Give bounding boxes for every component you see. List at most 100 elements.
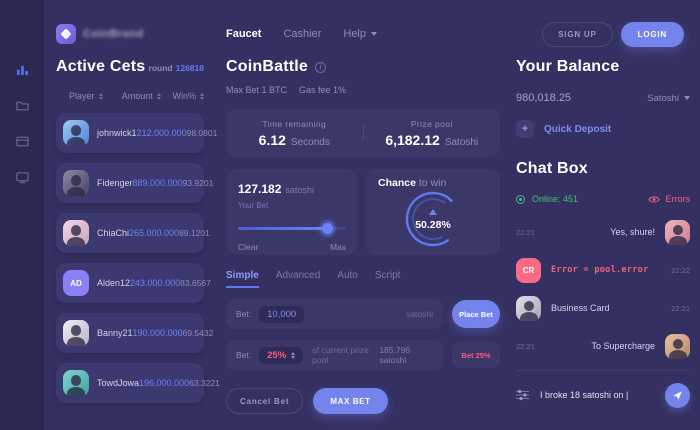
amount-column-label: Amount: [121, 91, 153, 101]
message-time: 22:21: [516, 341, 535, 351]
login-button[interactable]: LOGIN: [620, 21, 684, 47]
nav-help[interactable]: Help: [343, 28, 377, 40]
sign-up-button[interactable]: SIGN UP: [542, 21, 613, 47]
bet-label: Bet:: [236, 350, 252, 360]
nav-cashier[interactable]: Cashier: [283, 28, 322, 40]
online-dot-icon: [516, 194, 525, 204]
rail-item-files[interactable]: [0, 92, 44, 118]
prize-pool-label: Prize pool: [410, 118, 453, 129]
player-name: johnwick1: [97, 128, 137, 138]
chance-label: Chance to win: [378, 177, 488, 189]
player-avatar: [63, 320, 89, 346]
chat-message-input[interactable]: [540, 390, 665, 400]
online-count: Online: 451: [532, 194, 579, 204]
player-row[interactable]: Banny21 190.000.000 69.5432: [56, 313, 213, 353]
player-column-label: Player: [69, 91, 95, 101]
cancel-bet-button[interactable]: Cancel Bet: [226, 388, 304, 414]
player-avatar: [63, 370, 89, 396]
bar-chart-icon: [16, 65, 28, 75]
active-bets-panel: Active Cets round 126818 Player Amount Wi…: [56, 58, 220, 413]
bet-amount-unit: satoshi: [406, 309, 433, 319]
player-amount: 265.000.000: [129, 228, 180, 238]
topbar: CoinBrand Faucet Cashier Help SIGN UP LO…: [56, 16, 684, 52]
main-nav: Faucet Cashier Help: [226, 28, 377, 40]
slider-clear-button[interactable]: Clear: [238, 242, 259, 252]
message-text: Yes, shure!: [610, 227, 655, 237]
chat-message: CR Error = pool.error 22:22: [516, 256, 690, 284]
bet-25-button[interactable]: Bet 25%: [452, 342, 500, 368]
player-amount: 212.000.000: [136, 128, 187, 138]
your-bet-value: 127.182: [238, 182, 282, 196]
bet-amount-input[interactable]: 10,000: [259, 305, 305, 323]
player-win: 83.6567: [180, 278, 211, 288]
coinbattle-title: CoinBattle: [226, 58, 308, 75]
nav-help-label: Help: [343, 28, 366, 40]
your-bet-unit: satoshi: [285, 185, 314, 195]
sort-player-header[interactable]: Player: [69, 91, 103, 101]
message-text: To Supercharge: [591, 341, 655, 351]
player-row[interactable]: Fidenger 889.000.000 93.9201: [56, 163, 213, 203]
quick-deposit-button[interactable]: Quick Deposit: [516, 120, 690, 138]
player-win: 89.1201: [179, 228, 210, 238]
bet-label: Bet:: [236, 309, 252, 319]
chance-label-rest: to win: [418, 177, 447, 189]
chat-avatar: [665, 219, 690, 245]
stats-divider: [362, 125, 364, 141]
place-bet-button[interactable]: Place Bet: [452, 300, 500, 328]
player-row[interactable]: AD Alden12 243.000.000 83.6567: [56, 263, 211, 303]
chat-message: 22:21 Yes, shure!: [516, 218, 690, 246]
bet-percent-amount: 185.796 satoshi: [379, 345, 411, 365]
app-logo[interactable]: CoinBrand: [56, 24, 224, 44]
player-amount: 190.000.000: [132, 328, 183, 338]
player-row[interactable]: ChiaChi 265.000.000 89.1201: [56, 213, 210, 253]
rail-item-browser[interactable]: [0, 128, 44, 154]
message-text: Error = pool.error: [551, 265, 649, 275]
player-amount: 243.000.000: [130, 278, 181, 288]
currency-select[interactable]: Satoshi: [647, 93, 690, 104]
chat-messages: 22:21 Yes, shure! CR Error = pool.error …: [516, 218, 690, 360]
round-stats-card: Time remaining 6.12 Seconds Prize pool 6,…: [226, 109, 500, 157]
send-button[interactable]: [665, 382, 690, 408]
player-name: Alden12: [97, 278, 131, 288]
message-time: 22:22: [671, 265, 690, 275]
player-row[interactable]: TowdJowa 196.000.000 63.3221: [56, 363, 220, 403]
bet-amount-row: Bet: 10,000 satoshi: [226, 299, 443, 329]
tab-auto[interactable]: Auto: [337, 270, 358, 281]
player-name: TowdJowa: [97, 378, 140, 388]
tab-simple[interactable]: Simple: [226, 270, 259, 288]
your-bet-card: 127.182 satoshi Your Bet Clear Max: [226, 169, 358, 255]
slider-max-button[interactable]: Max: [329, 242, 346, 252]
nav-faucet[interactable]: Faucet: [226, 28, 262, 40]
balance-title: Your Balance: [516, 58, 620, 75]
max-bet-button[interactable]: MAX BET: [313, 388, 388, 414]
quick-deposit-label: Quick Deposit: [544, 123, 612, 135]
bet-percent-input[interactable]: 25%: [259, 346, 304, 364]
player-amount: 889.000.000: [132, 178, 183, 188]
online-status: Online: 451: [516, 194, 578, 204]
round-label: round: [148, 63, 173, 73]
gauge-arcs: [405, 191, 461, 247]
player-win: 98.0801: [186, 128, 218, 138]
info-icon[interactable]: [315, 61, 326, 73]
chat-avatar: [516, 295, 541, 321]
player-row[interactable]: johnwick1 212.000.000 98.0801: [56, 113, 217, 153]
auth-buttons: SIGN UP LOGIN: [542, 21, 684, 47]
monitor-icon: [15, 171, 29, 183]
errors-toggle[interactable]: Errors: [647, 194, 690, 204]
sliders-icon[interactable]: [516, 389, 529, 401]
chat-avatar: [665, 333, 690, 359]
tab-script[interactable]: Script: [374, 270, 401, 281]
stepper-icon[interactable]: [291, 352, 295, 359]
bet-slider[interactable]: [238, 223, 346, 234]
sort-win-header[interactable]: Win%: [161, 91, 204, 101]
sort-icon: [200, 93, 204, 100]
slider-knob[interactable]: [321, 223, 333, 234]
chat-message: 22:21 To Supercharge: [516, 332, 690, 360]
rail-item-games[interactable]: [0, 56, 44, 82]
rail-item-display[interactable]: [0, 164, 44, 190]
chance-gauge: 50.28%: [398, 189, 468, 249]
sort-amount-header[interactable]: Amount: [103, 91, 161, 101]
tab-advanced[interactable]: Advanced: [275, 270, 321, 281]
prize-pool-unit: Satoshi: [444, 136, 479, 148]
chance-label-strong: Chance: [378, 177, 416, 189]
